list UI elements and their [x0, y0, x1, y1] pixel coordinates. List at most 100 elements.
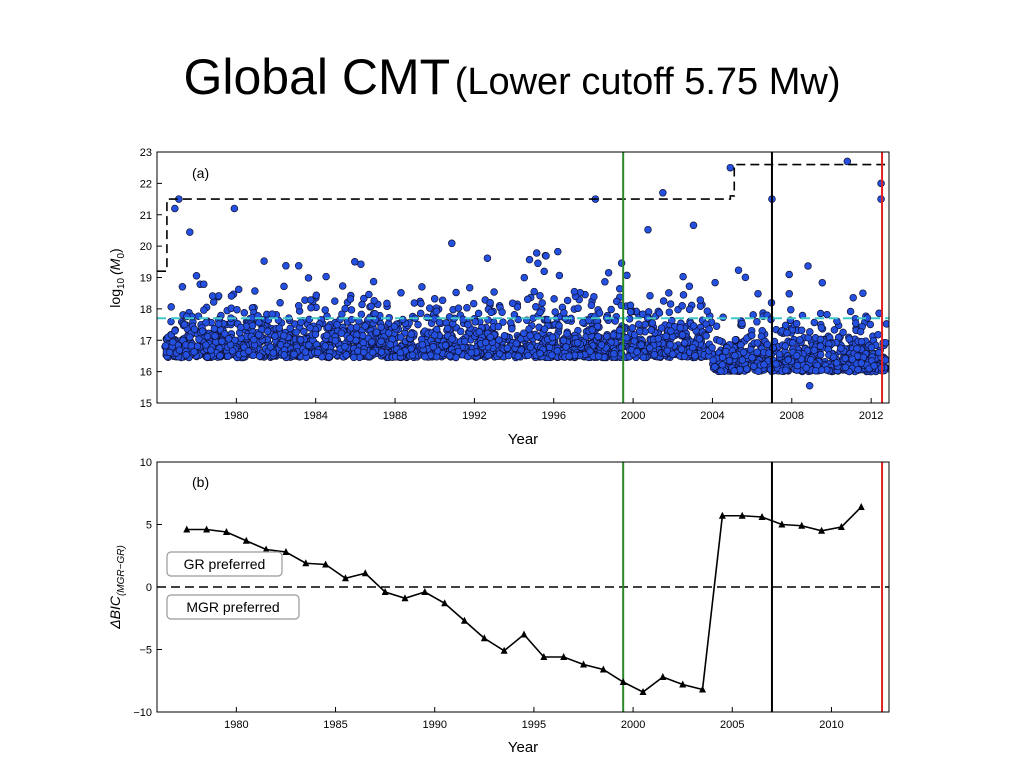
- data-point: [712, 322, 721, 330]
- data-point: [418, 283, 426, 291]
- data-point: [560, 309, 568, 317]
- data-point: [573, 339, 582, 347]
- data-point: [435, 318, 444, 327]
- data-point: [731, 336, 740, 344]
- data-point: [304, 274, 313, 282]
- delta-bic-marker: [460, 616, 468, 624]
- data-point: [365, 290, 373, 299]
- data-point: [325, 353, 333, 361]
- panel-a-ylabel-arg: (M: [107, 258, 123, 275]
- data-point: [538, 299, 546, 307]
- data-point: [321, 306, 329, 314]
- y-tick-label: 0: [146, 582, 152, 594]
- data-point: [202, 341, 210, 349]
- delta-bic-marker: [341, 574, 349, 582]
- data-point: [350, 353, 358, 362]
- data-point: [430, 331, 439, 339]
- data-point: [757, 332, 766, 341]
- data-point: [741, 273, 750, 282]
- data-point: [410, 299, 419, 307]
- data-point: [190, 348, 198, 356]
- data-point: [346, 295, 355, 303]
- data-point: [730, 367, 738, 375]
- data-point: [781, 321, 790, 330]
- data-point: [430, 295, 439, 303]
- data-point: [255, 318, 263, 327]
- delta-bic-marker: [183, 525, 191, 533]
- data-point: [623, 271, 631, 280]
- y-tick-label: 21: [140, 210, 152, 222]
- data-point: [691, 352, 699, 360]
- delta-bic-marker: [203, 525, 211, 533]
- data-point: [856, 327, 865, 336]
- data-point: [753, 318, 761, 326]
- delta-bic-marker: [500, 646, 508, 654]
- data-point: [754, 289, 762, 298]
- data-point: [368, 338, 376, 346]
- data-point: [508, 325, 516, 333]
- data-point: [793, 361, 802, 370]
- data-point: [540, 267, 548, 276]
- panel-b-overlays: [157, 462, 889, 712]
- data-point: [595, 309, 604, 317]
- data-point: [180, 320, 189, 329]
- data-point: [463, 304, 471, 312]
- data-point: [454, 347, 463, 356]
- data-point: [175, 346, 184, 354]
- data-point: [211, 332, 219, 340]
- data-point: [837, 344, 845, 353]
- data-point: [290, 350, 298, 359]
- data-point: [645, 344, 654, 352]
- delta-bic-marker: [619, 678, 627, 685]
- data-point: [718, 353, 727, 362]
- data-point: [753, 348, 761, 356]
- data-point: [830, 326, 839, 334]
- data-point: [818, 278, 827, 287]
- data-point: [749, 311, 757, 319]
- data-point: [421, 352, 429, 361]
- data-point: [668, 316, 676, 325]
- data-point: [676, 324, 685, 332]
- data-point: [416, 309, 425, 318]
- data-point: [637, 341, 645, 349]
- data-point: [738, 356, 747, 364]
- delta-bic-marker: [639, 688, 647, 695]
- data-point: [324, 323, 333, 332]
- data-point: [650, 350, 659, 359]
- data-point: [593, 322, 602, 331]
- data-point: [186, 228, 194, 236]
- x-tick-label: 1990: [422, 719, 446, 731]
- x-tick-label: 1992: [462, 410, 486, 422]
- data-point: [338, 282, 347, 290]
- delta-bic-marker: [718, 511, 726, 519]
- data-point: [331, 336, 340, 345]
- data-point: [854, 365, 862, 374]
- data-point: [804, 262, 812, 270]
- data-point: [601, 278, 609, 286]
- data-point: [292, 328, 300, 336]
- data-point: [248, 321, 257, 330]
- data-point: [857, 337, 866, 346]
- data-point: [280, 331, 288, 340]
- delta-bic-marker: [659, 673, 667, 680]
- data-point: [630, 331, 639, 339]
- data-point: [829, 353, 838, 361]
- data-point: [845, 335, 853, 343]
- data-point: [171, 204, 179, 213]
- panel-a-label: (a): [192, 165, 209, 181]
- data-point: [841, 354, 850, 363]
- data-point: [347, 315, 356, 324]
- data-point: [705, 325, 713, 333]
- data-point: [551, 308, 559, 316]
- data-point: [322, 331, 331, 340]
- data-point: [667, 327, 675, 335]
- data-point: [169, 338, 177, 346]
- data-point: [585, 316, 593, 325]
- data-point: [805, 381, 814, 390]
- x-tick-label: 2012: [859, 410, 883, 422]
- data-point: [276, 299, 284, 307]
- data-point: [615, 326, 624, 335]
- data-point: [200, 306, 208, 314]
- data-point: [772, 360, 780, 368]
- x-tick-label: 1980: [224, 410, 248, 422]
